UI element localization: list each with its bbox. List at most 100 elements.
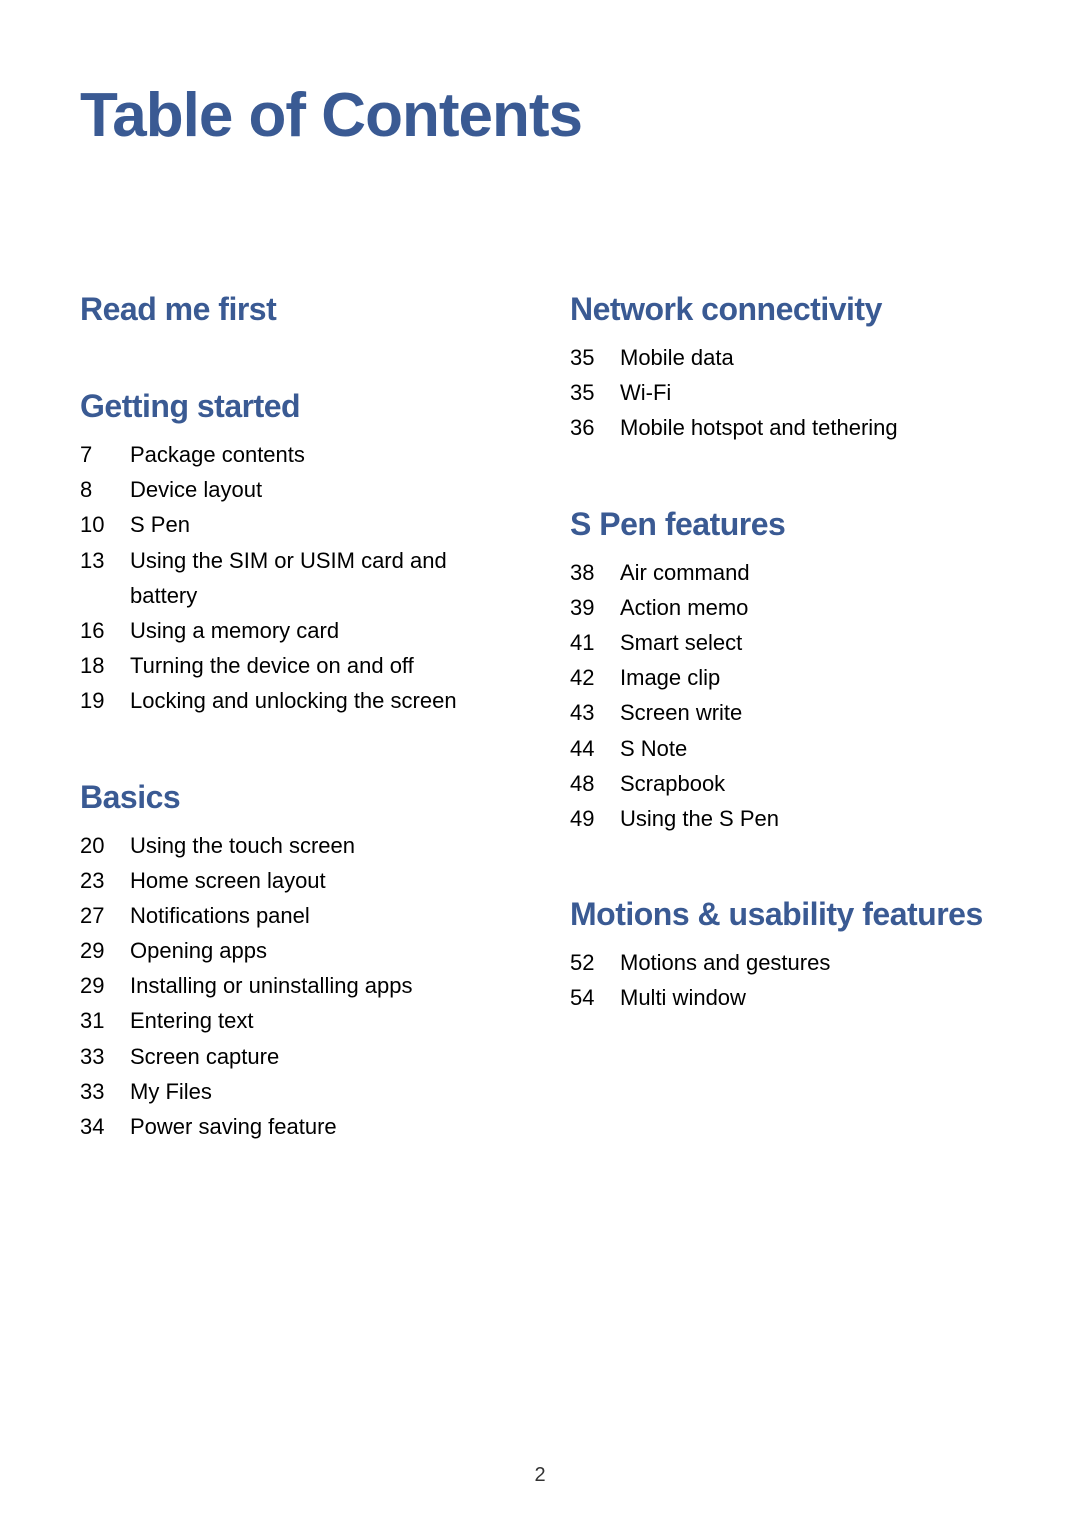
entry-label: Wi-Fi xyxy=(620,375,1000,410)
entry-label: Screen capture xyxy=(130,1039,510,1074)
page-ref: 16 xyxy=(80,613,112,648)
page-title: Table of Contents xyxy=(80,80,1000,151)
section-heading[interactable]: Getting started xyxy=(80,388,510,425)
toc-entry[interactable]: 35 Mobile data xyxy=(570,340,1000,375)
toc-list: 7 Package contents 8Device layout 10 S Pen… xyxy=(80,437,510,719)
page-ref: 49 xyxy=(570,801,602,836)
page-ref: 41 xyxy=(570,625,602,660)
toc-entry[interactable]: 23 Home screen layout xyxy=(80,863,510,898)
toc-entry[interactable]: 54Multi window xyxy=(570,980,1000,1015)
entry-label: Air command xyxy=(620,555,1000,590)
entry-label: Image clip xyxy=(620,660,1000,695)
entry-label: Turning the device on and off xyxy=(130,648,510,683)
section-motions-usability: Motions & usability features 52 Motions a… xyxy=(570,896,1000,1015)
toc-entry[interactable]: 33 Screen capture xyxy=(80,1039,510,1074)
page-ref: 35 xyxy=(570,375,602,410)
toc-entry[interactable]: 49 Using the S Pen xyxy=(570,801,1000,836)
page-ref: 31 xyxy=(80,1003,112,1038)
entry-label: Screen write xyxy=(620,695,1000,730)
toc-entry[interactable]: 43 Screen write xyxy=(570,695,1000,730)
page-ref: 39 xyxy=(570,590,602,625)
page-ref: 33 xyxy=(80,1039,112,1074)
toc-entry[interactable]: 39 Action memo xyxy=(570,590,1000,625)
page-ref: 44 xyxy=(570,731,602,766)
section-s-pen-features: S Pen features 38Air command 39 Action me… xyxy=(570,506,1000,837)
page-ref: 19 xyxy=(80,683,112,718)
entry-label: Using the SIM or USIM card and battery xyxy=(130,543,510,613)
toc-entry[interactable]: 19 Locking and unlocking the screen xyxy=(80,683,510,718)
toc-entry[interactable]: 27 Notifications panel xyxy=(80,898,510,933)
entry-label: Using the touch screen xyxy=(130,828,510,863)
page-ref: 35 xyxy=(570,340,602,375)
page-ref: 34 xyxy=(80,1109,112,1144)
section-heading[interactable]: Network connectivity xyxy=(570,291,1000,328)
page-ref: 7 xyxy=(80,437,112,472)
toc-entry[interactable]: 20 Using the touch screen xyxy=(80,828,510,863)
toc-list: 52 Motions and gestures 54Multi window xyxy=(570,945,1000,1015)
entry-label: Motions and gestures xyxy=(620,945,1000,980)
toc-entry[interactable]: 33 My Files xyxy=(80,1074,510,1109)
toc-entry[interactable]: 13Using the SIM or USIM card and battery xyxy=(80,543,510,613)
entry-label: Mobile data xyxy=(620,340,1000,375)
entry-label: Home screen layout xyxy=(130,863,510,898)
page-ref: 18 xyxy=(80,648,112,683)
entry-label: Scrapbook xyxy=(620,766,1000,801)
page-ref: 29 xyxy=(80,933,112,968)
entry-label: S Pen xyxy=(130,507,510,542)
toc-list: 38Air command 39 Action memo 41 Smart sele… xyxy=(570,555,1000,837)
entry-label: Multi window xyxy=(620,980,1000,1015)
left-column: Read me first Getting started 7 Package c… xyxy=(80,291,510,1204)
toc-columns: Read me first Getting started 7 Package c… xyxy=(80,291,1000,1204)
toc-entry[interactable]: 38Air command xyxy=(570,555,1000,590)
entry-label: Opening apps xyxy=(130,933,510,968)
toc-entry[interactable]: 29Installing or uninstalling apps xyxy=(80,968,510,1003)
entry-label: Using the S Pen xyxy=(620,801,1000,836)
toc-entry[interactable]: 41 Smart select xyxy=(570,625,1000,660)
page-ref: 42 xyxy=(570,660,602,695)
entry-label: Notifications panel xyxy=(130,898,510,933)
section-heading[interactable]: S Pen features xyxy=(570,506,1000,543)
page-ref: 23 xyxy=(80,863,112,898)
page-ref: 10 xyxy=(80,507,112,542)
entry-label: Mobile hotspot and tethering xyxy=(620,410,1000,445)
toc-list: 20 Using the touch screen 23 Home screen l… xyxy=(80,828,510,1145)
page-number: 2 xyxy=(534,1464,545,1487)
toc-entry[interactable]: 31 Entering text xyxy=(80,1003,510,1038)
page-ref: 52 xyxy=(570,945,602,980)
toc-entry[interactable]: 42 Image clip xyxy=(570,660,1000,695)
entry-label: Package contents xyxy=(130,437,510,472)
entry-label: Action memo xyxy=(620,590,1000,625)
entry-label: Using a memory card xyxy=(130,613,510,648)
page-ref: 43 xyxy=(570,695,602,730)
page-ref: 33 xyxy=(80,1074,112,1109)
section-heading[interactable]: Motions & usability features xyxy=(570,896,1000,933)
page-ref: 20 xyxy=(80,828,112,863)
page-ref: 36 xyxy=(570,410,602,445)
toc-entry[interactable]: 44 S Note xyxy=(570,731,1000,766)
page-ref: 48 xyxy=(570,766,602,801)
toc-entry[interactable]: 52 Motions and gestures xyxy=(570,945,1000,980)
entry-label: Entering text xyxy=(130,1003,510,1038)
toc-entry[interactable]: 35 Wi-Fi xyxy=(570,375,1000,410)
toc-entry[interactable]: 34Power saving feature xyxy=(80,1109,510,1144)
toc-entry[interactable]: 48 Scrapbook xyxy=(570,766,1000,801)
page-ref: 29 xyxy=(80,968,112,1003)
entry-label: Smart select xyxy=(620,625,1000,660)
toc-entry[interactable]: 10 S Pen xyxy=(80,507,510,542)
toc-entry[interactable]: 7 Package contents xyxy=(80,437,510,472)
entry-label: Device layout xyxy=(130,472,510,507)
toc-entry[interactable]: 16 Using a memory card xyxy=(80,613,510,648)
section-heading[interactable]: Basics xyxy=(80,779,510,816)
toc-entry[interactable]: 18 Turning the device on and off xyxy=(80,648,510,683)
entry-label: Locking and unlocking the screen xyxy=(130,683,510,718)
section-read-me-first: Read me first xyxy=(80,291,510,328)
toc-entry[interactable]: 8Device layout xyxy=(80,472,510,507)
section-network-connectivity: Network connectivity 35 Mobile data 35 Wi-… xyxy=(570,291,1000,446)
section-heading[interactable]: Read me first xyxy=(80,291,510,328)
toc-list: 35 Mobile data 35 Wi-Fi 36 Mobile hotspot a… xyxy=(570,340,1000,446)
toc-entry[interactable]: 36 Mobile hotspot and tethering xyxy=(570,410,1000,445)
page-ref: 27 xyxy=(80,898,112,933)
toc-entry[interactable]: 29 Opening apps xyxy=(80,933,510,968)
entry-label: My Files xyxy=(130,1074,510,1109)
entry-label: S Note xyxy=(620,731,1000,766)
